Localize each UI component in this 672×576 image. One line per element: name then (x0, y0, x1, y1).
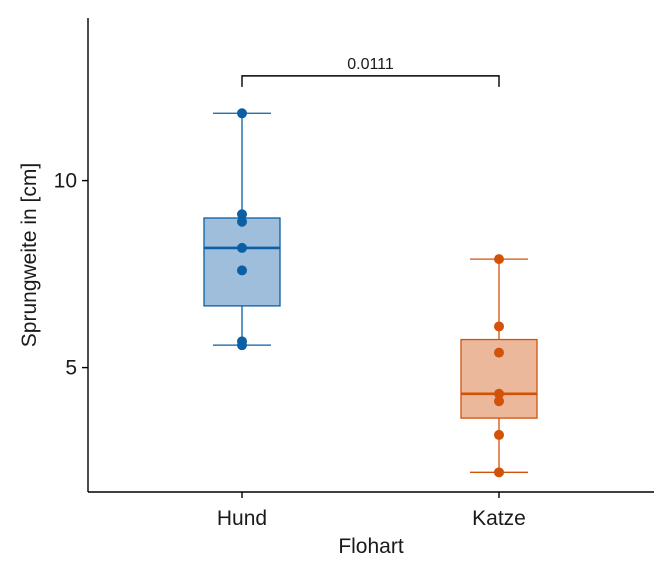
x-axis-title: Flohart (338, 535, 404, 558)
box-hund (203, 108, 281, 351)
data-point (237, 108, 247, 119)
y-tick-label: 10 (54, 170, 77, 193)
iqr-box (203, 217, 281, 307)
y-tick-label: 5 (65, 357, 77, 380)
x-tick-label: Hund (217, 507, 267, 530)
data-point (237, 340, 247, 351)
data-point (494, 347, 504, 358)
data-point (237, 265, 247, 276)
significance-bracket: 0.0111 (241, 56, 500, 87)
axes (87, 18, 654, 493)
data-point (494, 396, 504, 407)
bracket-line (241, 75, 500, 87)
plot-area: 0.0111 (203, 56, 538, 478)
x-tick-label: Katze (472, 507, 526, 530)
data-point (494, 429, 504, 440)
data-point (494, 388, 504, 399)
data-point (237, 242, 247, 253)
y-axis-title: Sprungweite in [cm] (18, 163, 41, 347)
axis-ticks: 5 10 Hund Katze (54, 170, 526, 530)
data-point (494, 321, 504, 332)
data-point (494, 467, 504, 478)
data-point (494, 254, 504, 265)
data-point (237, 209, 247, 220)
box-katze (460, 254, 538, 478)
p-value-label: 0.0111 (347, 56, 394, 73)
data-point (237, 216, 247, 227)
